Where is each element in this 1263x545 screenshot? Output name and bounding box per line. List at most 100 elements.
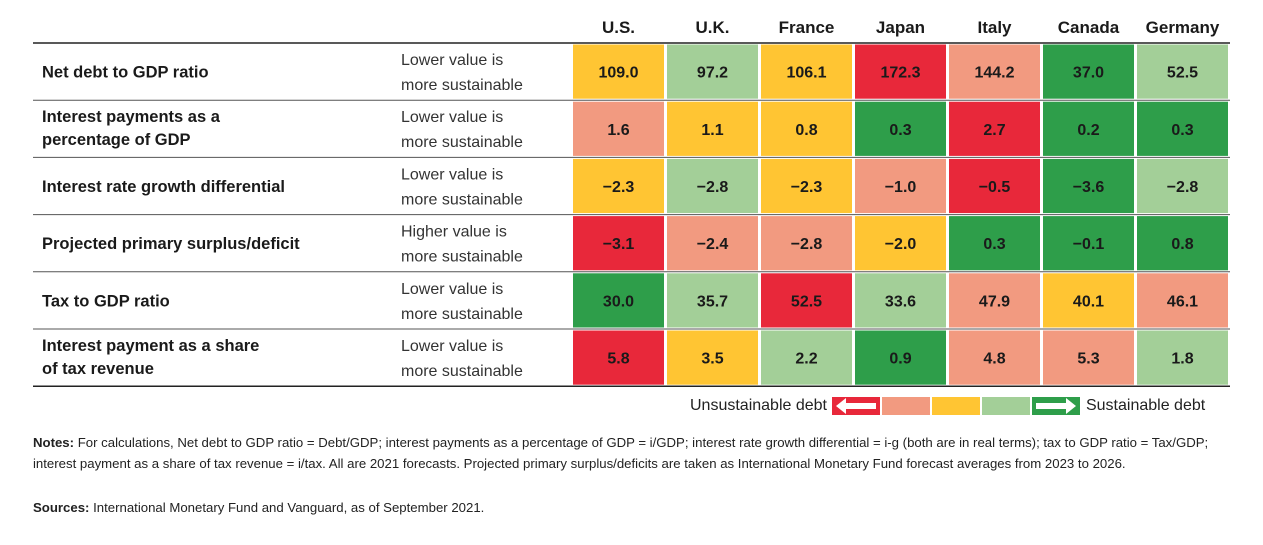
- column-header: Canada: [1058, 18, 1120, 37]
- cell-value: 1.6: [607, 122, 629, 139]
- heatmap-cell: [667, 101, 758, 156]
- heatmap-cell: [573, 216, 664, 271]
- cell-value: −0.1: [1073, 236, 1105, 253]
- legend: Unsustainable debt Sustainable debt: [690, 395, 1205, 417]
- heatmap-cell: [667, 330, 758, 385]
- cell-value: 0.8: [795, 122, 817, 139]
- row-guide: Higher value is more sustainable: [401, 224, 523, 266]
- legend-left-label: Unsustainable debt: [690, 397, 827, 414]
- cell-value: 5.3: [1077, 351, 1099, 368]
- cell-value: 144.2: [974, 65, 1014, 82]
- heatmap-cell: [1137, 216, 1228, 271]
- row-label: Net debt to GDP ratio: [42, 64, 209, 82]
- cell-value: 2.7: [983, 122, 1005, 139]
- cell-value: −3.1: [603, 236, 635, 253]
- heatmap-table: U.S. U.K. France Japan Italy Canada Germany 109…: [33, 18, 1230, 387]
- row-label: Projected primary surplus/deficit: [42, 235, 300, 253]
- heatmap-cell: [855, 216, 946, 271]
- cell-value: 0.8: [1171, 236, 1193, 253]
- cell-value: −2.8: [697, 179, 729, 196]
- notes-text: For calculations, Net debt to GDP ratio …: [33, 435, 1209, 471]
- cell-value: 47.9: [979, 293, 1010, 310]
- heatmap-cell: [1137, 101, 1228, 156]
- heatmap-cell: [855, 330, 946, 385]
- cell-value: 30.0: [603, 293, 634, 310]
- cell-value: 106.1: [786, 65, 826, 82]
- heatmap-cell: [1137, 158, 1228, 214]
- legend-segment-5: [1031, 397, 1080, 415]
- sources: Sources: International Monetary Fund and…: [33, 500, 484, 515]
- row-guide: Lower value is more sustainable: [401, 109, 523, 151]
- heatmap-cell: [1043, 158, 1134, 214]
- cell-value: 109.0: [598, 65, 638, 82]
- cell-value: 0.3: [889, 122, 911, 139]
- cell-value: −2.8: [1167, 179, 1199, 196]
- cell-value: 35.7: [697, 293, 728, 310]
- column-header: Germany: [1146, 18, 1220, 37]
- heatmap-cell: [1043, 101, 1134, 156]
- cell-value: 33.6: [885, 293, 916, 310]
- legend-color-bar: [831, 397, 1080, 415]
- heatmap-cell: [1043, 273, 1134, 328]
- heatmap-cell: [573, 44, 664, 99]
- cell-value: −2.0: [885, 236, 917, 253]
- column-header: France: [779, 18, 835, 37]
- heatmap-cell: [855, 101, 946, 156]
- heatmap-cell: [667, 273, 758, 328]
- arrow-left-icon: [835, 398, 876, 414]
- cell-value: −1.0: [885, 179, 917, 196]
- cell-value: 5.8: [607, 351, 629, 368]
- legend-segment-4: [981, 397, 1030, 415]
- heatmap-cell: [573, 273, 664, 328]
- cell-value: 2.2: [795, 351, 817, 368]
- legend-segment-3: [931, 397, 980, 415]
- column-header: Japan: [876, 18, 925, 37]
- heatmap-cell: [855, 273, 946, 328]
- heatmap-cell: [1043, 216, 1134, 271]
- cell-value: −2.3: [791, 179, 823, 196]
- cell-value: 1.1: [701, 122, 723, 139]
- cell-value: 46.1: [1167, 293, 1198, 310]
- heatmap-cell: [761, 101, 852, 156]
- legend-segment-1: [831, 397, 880, 415]
- cell-value: 0.9: [889, 351, 911, 368]
- row-guide: Lower value is more sustainable: [401, 52, 523, 94]
- heatmap-cell: [949, 273, 1040, 328]
- heatmap-cell: [761, 330, 852, 385]
- row-guide: Lower value is more sustainable: [401, 338, 523, 380]
- heatmap-cell: [761, 216, 852, 271]
- heatmap-cell: [1137, 273, 1228, 328]
- heatmap-cell: [949, 44, 1040, 99]
- heatmap-cell: [761, 44, 852, 99]
- notes: Notes: For calculations, Net debt to GDP…: [33, 432, 1233, 474]
- heatmap-cell: [949, 216, 1040, 271]
- arrow-right-icon: [1035, 398, 1076, 414]
- sources-text: International Monetary Fund and Vanguard…: [89, 500, 485, 515]
- row-guide: Lower value is more sustainable: [401, 166, 523, 208]
- cell-value: 52.5: [1167, 65, 1198, 82]
- cell-value: 1.8: [1171, 351, 1193, 368]
- heatmap-cell: [667, 216, 758, 271]
- heatmap-cell: [573, 330, 664, 385]
- cell-value: 0.2: [1077, 122, 1099, 139]
- heatmap-cell: [1137, 330, 1228, 385]
- heatmap-cell: [573, 158, 664, 214]
- heatmap-cell: [1137, 44, 1228, 99]
- heatmap-cell: [949, 330, 1040, 385]
- column-header: U.S.: [602, 18, 635, 37]
- notes-label: Notes:: [33, 435, 75, 450]
- column-header: Italy: [977, 18, 1012, 37]
- heatmap-cell: [761, 158, 852, 214]
- cell-value: −3.6: [1073, 179, 1105, 196]
- cell-value: 4.8: [983, 351, 1005, 368]
- column-header: U.K.: [696, 18, 730, 37]
- cell-value: 97.2: [697, 65, 728, 82]
- row-label: Interest rate growth differential: [42, 178, 285, 196]
- heatmap-cell: [1043, 330, 1134, 385]
- cell-value: 0.3: [1171, 122, 1193, 139]
- heatmap-cell: [1043, 44, 1134, 99]
- cell-value: 172.3: [880, 65, 920, 82]
- heatmap-cell: [761, 273, 852, 328]
- cell-value: 37.0: [1073, 65, 1104, 82]
- row-label: Interest payment as a share of tax revenu…: [42, 337, 259, 378]
